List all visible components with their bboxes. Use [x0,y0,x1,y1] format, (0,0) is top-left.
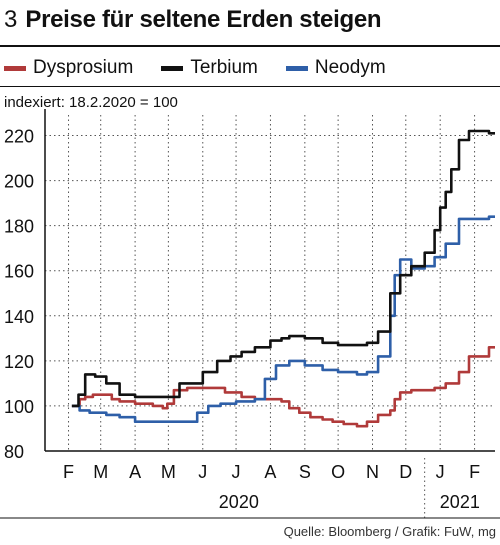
x-tick-label: J [198,462,207,482]
legend-swatch-terbium [161,65,184,71]
legend-swatch-dysprosium [4,65,26,71]
x-tick-label: S [299,462,311,482]
title-divider [0,45,500,47]
legend-label-terbium: Terbium [190,57,258,78]
y-tick-label: 200 [4,172,34,192]
x-tick-label: A [264,462,276,482]
x-tick-label: J [436,462,445,482]
x-tick-label: M [93,462,108,482]
x-tick-label: O [331,462,345,482]
x-tick-label: A [129,462,141,482]
series-line-terbium [71,129,495,408]
x-tick-label: M [161,462,176,482]
x-tick-label: D [399,462,412,482]
source-credit: Quelle: Bloomberg / Grafik: FuW, mg [283,524,496,539]
series-line-neodym [71,215,495,423]
legend-item-neodym: Neodym [285,57,386,79]
y-tick-label: 160 [4,262,34,282]
y-tick-label: 220 [4,127,34,147]
y-tick-label: 180 [4,217,34,237]
year-label-2020: 2020 [219,492,259,512]
x-tick-label: F [469,462,480,482]
legend-item-dysprosium: Dysprosium [4,57,133,79]
legend-swatch-neodym [285,65,308,71]
year-label-2021: 2021 [440,492,480,512]
legend-label-neodym: Neodym [314,57,386,78]
chart-title: Preise für seltene Erden steigen [25,6,382,33]
index-note: indexiert: 18.2.2020 = 100 [4,94,178,111]
y-tick-label: 100 [4,397,34,417]
y-tick-label: 80 [4,442,24,462]
legend-label-dysprosium: Dysprosium [33,57,134,78]
chart-title-row: 3 Preise für seltene Erden steigen [4,6,382,40]
legend-divider [0,86,500,87]
y-tick-label: 120 [4,352,34,372]
legend-item-terbium: Terbium [161,57,258,79]
figure-number: 3 [4,6,18,33]
y-tick-label: 140 [4,307,34,327]
x-tick-label: N [366,462,379,482]
series-line-dysprosium [71,346,495,428]
x-tick-label: F [63,462,74,482]
x-tick-label: J [232,462,241,482]
legend: Dysprosium Terbium Neodym [4,57,414,79]
